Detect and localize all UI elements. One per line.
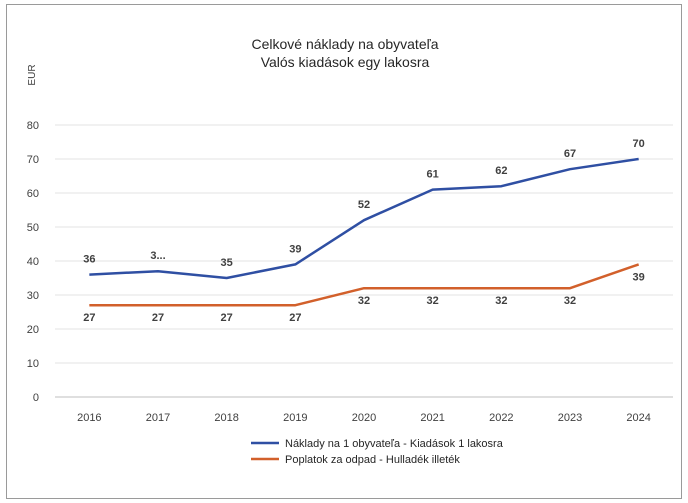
- data-label: 52: [358, 199, 370, 211]
- gridlines: [55, 124, 673, 398]
- chart-title-line-1: Celkové náklady na obyvateľa: [252, 36, 439, 52]
- data-label: 62: [495, 165, 507, 177]
- data-label: 3...: [150, 250, 165, 262]
- x-tick-label: 2018: [214, 412, 238, 424]
- y-tick-label: 50: [27, 222, 39, 234]
- y-tick-label: 80: [27, 120, 39, 132]
- data-label: 70: [633, 138, 645, 150]
- series-line-2: [89, 263, 640, 307]
- x-tick-label: 2022: [489, 412, 513, 424]
- data-label: 27: [289, 312, 301, 324]
- data-label: 32: [564, 295, 576, 307]
- data-label: 39: [289, 243, 301, 255]
- data-label: 32: [495, 295, 507, 307]
- y-tick-label: 30: [27, 290, 39, 302]
- data-labels: 36 3... 35 39 52 61 62 67 70 27 27 27 27 32 32 32 32 39: [83, 138, 645, 324]
- y-tick-label: 20: [27, 324, 39, 336]
- line-chart: Celkové náklady na obyvateľa Valós kiadá…: [27, 36, 673, 466]
- x-tick-label: 2020: [352, 412, 376, 424]
- axis-ticks: 0 10 20 30 40 50 60 70 80 2016 2017 2018 2019 2020 202…: [27, 120, 651, 424]
- chart-frame: Celkové náklady na obyvateľa Valós kiadá…: [6, 4, 682, 499]
- x-tick-label: 2021: [420, 412, 444, 424]
- data-label: 27: [83, 312, 95, 324]
- legend: Náklady na 1 obyvateľa - Kiadások 1 lako…: [251, 438, 504, 466]
- x-tick-label: 2016: [77, 412, 101, 424]
- y-tick-label: 10: [27, 358, 39, 370]
- y-tick-label: 40: [27, 256, 39, 268]
- y-axis-label: EUR: [27, 64, 38, 85]
- legend-label-1: Náklady na 1 obyvateľa - Kiadások 1 lako…: [285, 438, 504, 450]
- data-label: 36: [83, 254, 95, 266]
- data-label: 61: [427, 169, 439, 181]
- data-label: 39: [633, 271, 645, 283]
- legend-label-2: Poplatok za odpad - Hulladék illeték: [285, 454, 460, 466]
- series-line-1: [89, 157, 639, 280]
- x-tick-label: 2023: [558, 412, 582, 424]
- data-label: 32: [427, 295, 439, 307]
- x-tick-label: 2024: [626, 412, 650, 424]
- data-label: 67: [564, 148, 576, 160]
- x-tick-label: 2017: [146, 412, 170, 424]
- y-tick-label: 60: [27, 188, 39, 200]
- y-tick-label: 70: [27, 154, 39, 166]
- data-label: 27: [152, 312, 164, 324]
- data-label: 27: [221, 312, 233, 324]
- series-lines: [89, 157, 640, 307]
- data-label: 32: [358, 295, 370, 307]
- chart-title-line-2: Valós kiadások egy lakosra: [261, 54, 430, 70]
- y-tick-label: 0: [33, 392, 39, 404]
- data-label: 35: [221, 257, 233, 269]
- x-tick-label: 2019: [283, 412, 307, 424]
